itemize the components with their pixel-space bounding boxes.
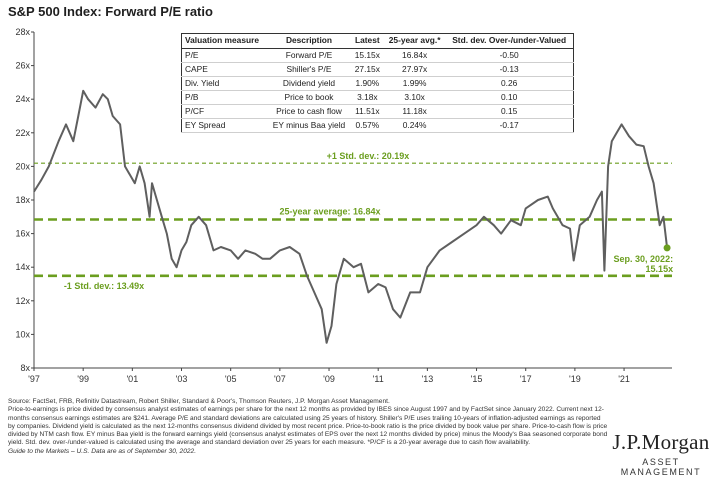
table-cell: 0.57% <box>350 118 384 133</box>
table-cell: 27.97x <box>383 62 446 77</box>
table-cell: Div. Yield <box>181 76 268 91</box>
col-header-latest: Latest <box>350 33 384 49</box>
table-cell: Dividend yield <box>267 76 351 91</box>
table-cell: CAPE <box>181 62 268 77</box>
x-tick-label: '19 <box>569 374 581 384</box>
x-tick-label: '17 <box>520 374 532 384</box>
x-tick-label: '99 <box>77 374 89 384</box>
table-cell: 11.51x <box>350 104 384 119</box>
table-cell: 1.99% <box>383 76 446 91</box>
jpmorgan-logo: J.P.Morgan ASSET MANAGEMENT <box>606 430 716 477</box>
table-cell: 0.24% <box>383 118 446 133</box>
x-tick-label: '07 <box>274 374 286 384</box>
x-tick-label: '11 <box>373 374 384 384</box>
table-cell: Price to cash flow <box>267 104 351 119</box>
table-cell: -0.13 <box>445 62 574 77</box>
table-row: P/CF Price to cash flow 11.51x 11.18x 0.… <box>181 104 574 119</box>
table-row: Div. Yield Dividend yield 1.90% 1.99% 0.… <box>181 76 574 91</box>
table-cell: Shiller's P/E <box>267 62 351 77</box>
col-header-description: Description <box>267 33 351 49</box>
y-tick-label: 26x <box>15 61 30 71</box>
latest-data-point <box>663 244 671 252</box>
table-cell: Forward P/E <box>267 48 351 63</box>
y-tick-label: 12x <box>15 296 30 306</box>
x-tick-label: '15 <box>471 374 483 384</box>
table-cell: 0.26 <box>445 76 574 91</box>
table-cell: 3.10x <box>383 90 446 105</box>
table-row: P/B Price to book 3.18x 3.10x 0.10 <box>181 90 574 105</box>
x-tick-label: '01 <box>126 374 138 384</box>
col-header-avg: 25-year avg.* <box>383 33 446 49</box>
forward-pe-chart: 8x 10x 12x 14x 16x 18x 20x 22x 24x 26x 28x '97 '99 '0… <box>15 27 674 384</box>
x-tick-label: '03 <box>176 374 188 384</box>
latest-value-label: 15.15x <box>646 264 674 274</box>
chart-title: S&P 500 Index: Forward P/E ratio <box>8 4 213 19</box>
pe-series-line <box>33 89 669 344</box>
x-tick-label: '21 <box>618 374 630 384</box>
reference-line-label: 25-year average: 16.84x <box>279 206 380 216</box>
footnotes: Source: FactSet, FRB, Refinitiv Datastre… <box>8 398 608 456</box>
table-row: EY Spread EY minus Baa yield 0.57% 0.24%… <box>181 118 574 133</box>
footnote-methodology: Price-to-earnings is price divided by co… <box>8 406 608 447</box>
y-tick-label: 22x <box>15 128 30 138</box>
y-tick-label: 24x <box>15 94 30 104</box>
y-tick-label: 20x <box>15 161 30 171</box>
x-tick-label: '13 <box>422 374 434 384</box>
y-tick-label: 18x <box>15 195 30 205</box>
y-tick-label: 10x <box>15 329 30 339</box>
table-cell: 0.10 <box>445 90 574 105</box>
table-cell: 27.15x <box>350 62 384 77</box>
table-cell: P/E <box>181 48 268 63</box>
y-tick-label: 14x <box>15 262 30 272</box>
reference-line-label: +1 Std. dev.: 20.19x <box>327 151 410 161</box>
valuation-table: Valuation measure Description Latest 25-… <box>181 33 574 133</box>
y-tick-label: 28x <box>15 27 30 37</box>
table-cell: 0.15 <box>445 104 574 119</box>
table-cell: EY Spread <box>181 118 268 133</box>
table-cell: 11.18x <box>383 104 446 119</box>
table-cell: EY minus Baa yield <box>267 118 351 133</box>
table-cell: -0.50 <box>445 48 574 63</box>
x-tick-label: '05 <box>225 374 237 384</box>
table-row: CAPE Shiller's P/E 27.15x 27.97x -0.13 <box>181 62 574 77</box>
table-cell: 16.84x <box>383 48 446 63</box>
table-cell: Price to book <box>267 90 351 105</box>
table-header-row: Valuation measure Description Latest 25-… <box>181 33 574 49</box>
table-cell: 3.18x <box>350 90 384 105</box>
table-cell: P/B <box>181 90 268 105</box>
y-tick-label: 16x <box>15 229 30 239</box>
table-cell: 15.15x <box>350 48 384 63</box>
y-tick-label: 8x <box>20 363 30 373</box>
col-header-measure: Valuation measure <box>181 33 268 49</box>
latest-date-label: Sep. 30, 2022: <box>614 254 674 264</box>
reference-line-label: -1 Std. dev.: 13.49x <box>64 281 144 291</box>
logo-subtitle: ASSET MANAGEMENT <box>620 457 702 477</box>
footnote-source: Source: FactSet, FRB, Refinitiv Datastre… <box>8 398 390 405</box>
table-cell: 1.90% <box>350 76 384 91</box>
logo-brand: J.P.Morgan <box>612 430 710 454</box>
table-cell: P/CF <box>181 104 268 119</box>
x-tick-label: '97 <box>28 374 40 384</box>
col-header-stddev: Std. dev. Over-/under-Valued <box>445 33 574 49</box>
table-cell: -0.17 <box>445 118 574 133</box>
table-row: P/E Forward P/E 15.15x 16.84x -0.50 <box>181 48 574 63</box>
x-tick-label: '09 <box>323 374 335 384</box>
footnote-guide: Guide to the Markets – U.S. Data are as … <box>8 447 197 455</box>
